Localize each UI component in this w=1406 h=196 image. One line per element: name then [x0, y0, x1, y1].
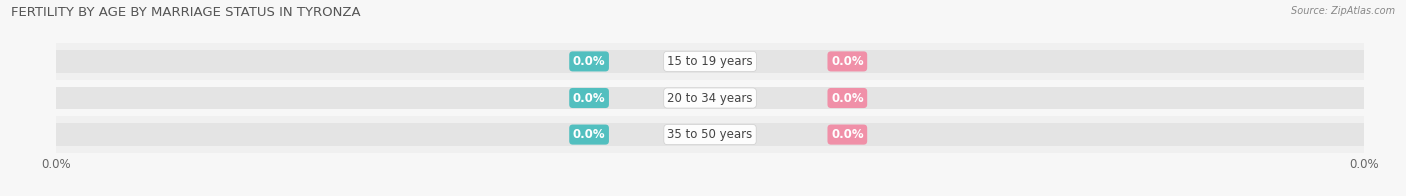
- Bar: [56, 87, 1364, 109]
- Bar: [56, 50, 1364, 73]
- Text: 0.0%: 0.0%: [572, 92, 606, 104]
- Text: 0.0%: 0.0%: [831, 128, 863, 141]
- Bar: [56, 116, 1364, 153]
- Text: 20 to 34 years: 20 to 34 years: [668, 92, 752, 104]
- Text: 0.0%: 0.0%: [831, 55, 863, 68]
- Text: FERTILITY BY AGE BY MARRIAGE STATUS IN TYRONZA: FERTILITY BY AGE BY MARRIAGE STATUS IN T…: [11, 6, 361, 19]
- Bar: [56, 43, 1364, 80]
- Bar: [56, 123, 1364, 146]
- Text: 15 to 19 years: 15 to 19 years: [668, 55, 752, 68]
- Text: 0.0%: 0.0%: [831, 92, 863, 104]
- Bar: [56, 80, 1364, 116]
- Text: 0.0%: 0.0%: [572, 128, 606, 141]
- Text: Source: ZipAtlas.com: Source: ZipAtlas.com: [1291, 6, 1395, 16]
- Text: 35 to 50 years: 35 to 50 years: [668, 128, 752, 141]
- Text: 0.0%: 0.0%: [572, 55, 606, 68]
